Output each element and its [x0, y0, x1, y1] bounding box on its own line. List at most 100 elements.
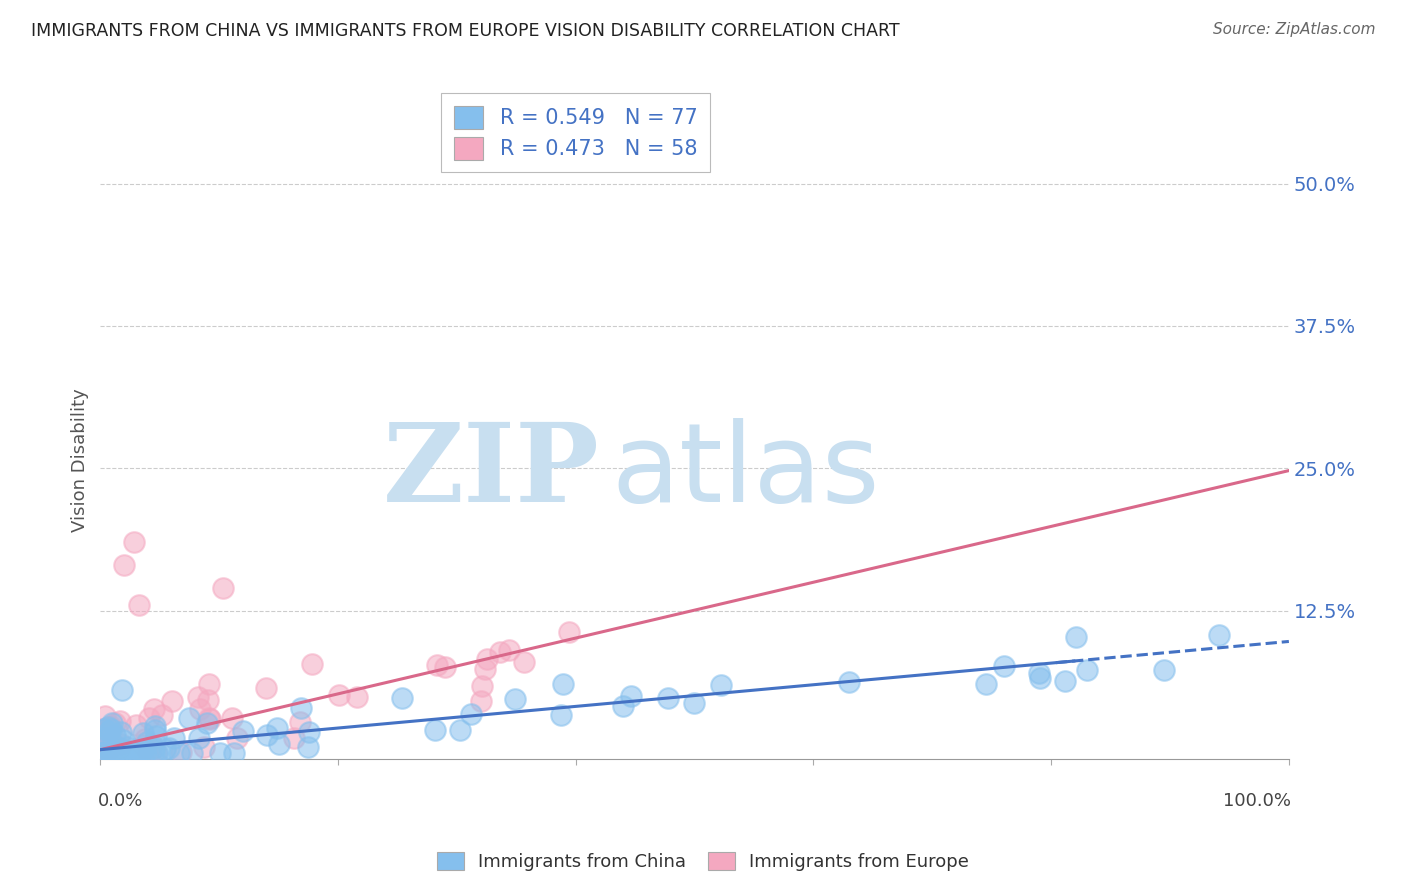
Point [93, 746, 115, 760]
Point [224, 746, 246, 760]
Point [1153, 663, 1175, 677]
Point [138, 746, 160, 760]
Point [111, 683, 134, 698]
Point [100, 746, 122, 760]
Point [101, 736, 124, 750]
Point [142, 741, 165, 756]
Point [94, 708, 117, 723]
Point [100, 722, 122, 736]
Point [103, 715, 125, 730]
Point [503, 691, 526, 706]
Point [512, 656, 534, 670]
Point [143, 746, 166, 760]
Point [101, 746, 124, 760]
Point [301, 657, 323, 672]
Point [460, 707, 482, 722]
Point [108, 740, 131, 755]
Point [1208, 627, 1230, 641]
Point [153, 741, 176, 756]
Point [232, 723, 254, 738]
Point [177, 710, 200, 724]
Point [125, 718, 148, 732]
Point [612, 699, 634, 714]
Point [195, 716, 218, 731]
Point [145, 746, 167, 760]
Point [683, 696, 706, 710]
Point [162, 731, 184, 745]
Point [91, 722, 114, 736]
Point [346, 690, 368, 704]
Point [138, 710, 160, 724]
Point [97, 733, 120, 747]
Point [132, 726, 155, 740]
Point [328, 688, 350, 702]
Point [1028, 665, 1050, 680]
Point [208, 746, 231, 760]
Point [143, 702, 166, 716]
Point [124, 746, 146, 760]
Point [1064, 630, 1087, 644]
Point [423, 723, 446, 738]
Point [993, 659, 1015, 673]
Point [103, 738, 125, 752]
Point [143, 723, 166, 738]
Point [426, 658, 449, 673]
Point [471, 679, 494, 693]
Point [111, 732, 134, 747]
Point [145, 729, 167, 743]
Point [838, 674, 860, 689]
Point [498, 643, 520, 657]
Point [391, 691, 413, 706]
Point [550, 708, 572, 723]
Point [212, 581, 235, 595]
Point [1076, 663, 1098, 677]
Point [288, 715, 311, 730]
Point [93, 738, 115, 752]
Point [125, 746, 148, 760]
Point [197, 677, 219, 691]
Point [477, 651, 499, 665]
Point [100, 745, 122, 759]
Point [122, 746, 145, 760]
Point [197, 693, 219, 707]
Point [136, 735, 159, 749]
Legend: Immigrants from China, Immigrants from Europe: Immigrants from China, Immigrants from E… [429, 845, 977, 879]
Point [143, 719, 166, 733]
Point [150, 708, 173, 723]
Point [474, 662, 496, 676]
Point [103, 746, 125, 760]
Point [449, 723, 471, 738]
Point [97, 720, 120, 734]
Point [132, 741, 155, 756]
Text: ZIP: ZIP [382, 418, 599, 525]
Point [187, 690, 209, 704]
Point [90, 723, 112, 737]
Point [91, 746, 114, 760]
Point [269, 737, 291, 751]
Point [974, 677, 997, 691]
Text: 0.0%: 0.0% [98, 792, 143, 810]
Point [657, 690, 679, 705]
Point [1029, 671, 1052, 685]
Text: IMMIGRANTS FROM CHINA VS IMMIGRANTS FROM EUROPE VISION DISABILITY CORRELATION CH: IMMIGRANTS FROM CHINA VS IMMIGRANTS FROM… [31, 22, 900, 40]
Point [110, 742, 132, 756]
Text: Source: ZipAtlas.com: Source: ZipAtlas.com [1212, 22, 1375, 37]
Point [94, 727, 117, 741]
Point [93, 722, 115, 736]
Point [124, 535, 146, 549]
Point [101, 738, 124, 752]
Point [117, 739, 139, 754]
Point [1053, 674, 1076, 689]
Point [145, 746, 167, 760]
Point [187, 731, 209, 745]
Point [297, 725, 319, 739]
Y-axis label: Vision Disability: Vision Disability [72, 388, 89, 532]
Point [141, 739, 163, 753]
Point [96, 744, 118, 758]
Point [108, 714, 131, 728]
Point [167, 746, 190, 760]
Point [254, 681, 277, 696]
Point [434, 660, 457, 674]
Point [170, 745, 193, 759]
Point [98, 719, 121, 733]
